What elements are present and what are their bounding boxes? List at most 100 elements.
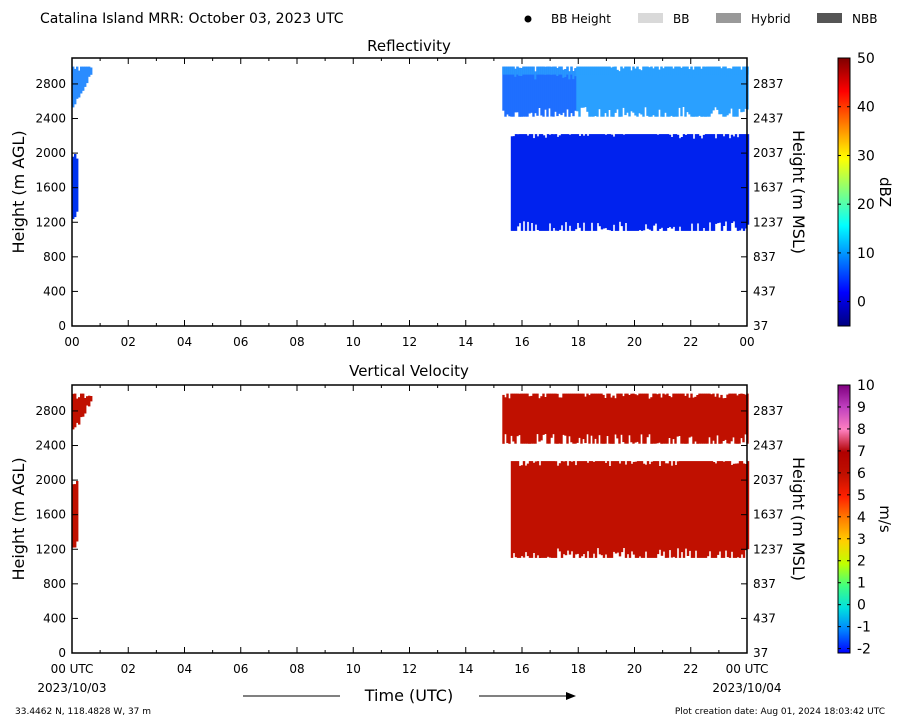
velocity-echo-column: [520, 465, 524, 557]
velocity-echo-column: [690, 393, 693, 437]
reflectivity-colorbar-tick-label: 40: [857, 100, 875, 116]
reflectivity-echo-highlight: [602, 66, 605, 75]
velocity-echo-column: [686, 461, 690, 556]
reflectivity-echo-column: [524, 134, 528, 231]
velocity-echo-column: [616, 393, 619, 439]
reflectivity-echo-column: [582, 66, 585, 108]
reflectivity-echo-column: [608, 66, 611, 110]
velocity-echo-column: [76, 481, 79, 542]
velocity-echo-column: [726, 394, 729, 444]
reflectivity-echo-column: [544, 137, 548, 231]
reflectivity-echo-column: [82, 66, 85, 91]
velocity-echo-column: [624, 464, 628, 558]
velocity-echo-column: [640, 393, 643, 435]
velocity-echo-region: [502, 393, 749, 444]
reflectivity-echo-column: [602, 134, 606, 229]
reflectivity-echo-column: [722, 66, 725, 117]
velocity-echo-column: [692, 397, 695, 444]
velocity-echo-column: [716, 393, 719, 436]
reflectivity-y-axis-right-label: Height (m MSL): [789, 130, 808, 254]
velocity-echo-column: [566, 393, 569, 444]
reflectivity-echo-column: [714, 66, 717, 108]
velocity-echo-column: [88, 395, 91, 407]
velocity-echo-column: [652, 393, 655, 444]
reflectivity-echo-column: [634, 134, 638, 231]
reflectivity-echo-highlight: [628, 66, 631, 75]
velocity-echo-column: [626, 393, 629, 444]
velocity-echo-column: [732, 393, 735, 438]
reflectivity-echo-highlight: [558, 66, 561, 75]
velocity-colorbar-tick-label: 4: [857, 510, 866, 526]
velocity-echo-column: [512, 461, 516, 554]
velocity-echo-column: [86, 396, 89, 406]
reflectivity-echo-column: [584, 66, 587, 108]
velocity-echo-column: [670, 397, 673, 444]
velocity-echo-region: [72, 393, 93, 430]
legend-bb-swatch: [638, 13, 663, 23]
reflectivity-echo-highlight: [574, 68, 577, 77]
reflectivity-echo-highlight: [668, 66, 671, 75]
reflectivity-y-tick-label-right: 437: [753, 284, 776, 298]
velocity-colorbar-tick-label: -2: [857, 642, 871, 658]
velocity-echo-column: [590, 393, 593, 436]
velocity-echo-column: [652, 461, 656, 558]
velocity-y-tick-label-right: 1237: [753, 542, 784, 556]
velocity-y-tick-label: 2800: [35, 404, 66, 418]
reflectivity-y-tick-label-right: 37: [753, 319, 768, 333]
reflectivity-echo-column: [692, 69, 695, 117]
velocity-echo-column: [602, 394, 605, 444]
reflectivity-echo-column: [598, 134, 602, 227]
reflectivity-echo-column: [708, 134, 712, 223]
velocity-echo-column: [628, 395, 631, 436]
velocity-echo-column: [724, 398, 727, 440]
reflectivity-echo-column: [706, 134, 710, 231]
velocity-echo-column: [696, 395, 699, 444]
velocity-echo-column: [594, 393, 597, 439]
velocity-echo-column: [520, 393, 523, 444]
reflectivity-echo-column: [608, 134, 612, 231]
velocity-x-tick-label: 12: [402, 662, 417, 676]
reflectivity-echo-highlight: [642, 66, 645, 75]
reflectivity-echo-column: [510, 66, 513, 117]
reflectivity-echo-highlight: [684, 66, 687, 75]
reflectivity-echo-column: [534, 71, 537, 114]
velocity-echo-column: [568, 461, 572, 555]
reflectivity-echo-column: [642, 66, 645, 117]
legend-hybrid-label: Hybrid: [751, 12, 791, 26]
velocity-echo-column: [572, 461, 576, 558]
reflectivity-echo-highlight: [526, 66, 529, 75]
legend-hybrid-swatch: [716, 13, 741, 23]
velocity-echo-column: [580, 393, 583, 444]
reflectivity-echo-highlight: [670, 66, 673, 75]
velocity-echo-column: [582, 393, 585, 440]
velocity-y-tick-label-right: 2037: [753, 473, 784, 487]
velocity-colorbar: -2 -1 0 1 2 3 4 5 6 7 8 9 10: [837, 378, 875, 658]
reflectivity-echo-highlight: [522, 66, 525, 75]
velocity-echo-column: [562, 393, 565, 435]
reflectivity-echo-column: [686, 66, 689, 113]
velocity-echo-column: [90, 396, 93, 402]
reflectivity-echo-column: [536, 66, 539, 116]
reflectivity-echo-highlight: [532, 66, 535, 75]
reflectivity-echo-highlight: [744, 66, 747, 75]
velocity-y-tick-label-right: 437: [753, 611, 776, 625]
velocity-echo-column: [524, 393, 527, 444]
reflectivity-echo-column: [736, 66, 739, 117]
reflectivity-echo-column: [592, 66, 595, 117]
velocity-echo-column: [552, 461, 556, 558]
reflectivity-echo-column: [590, 66, 593, 117]
reflectivity-colorbar-tick-label: 10: [857, 246, 875, 262]
velocity-echo-column: [644, 393, 647, 444]
velocity-echo-column: [678, 461, 682, 558]
velocity-echo-column: [636, 395, 639, 442]
velocity-echo-column: [606, 393, 609, 436]
reflectivity-echo-highlight: [672, 68, 675, 77]
reflectivity-echo-highlight: [692, 69, 695, 78]
velocity-colorbar-tick-label: 1: [857, 576, 866, 592]
reflectivity-echo-highlight: [742, 66, 745, 75]
velocity-echo-column: [612, 461, 616, 552]
reflectivity-echo-column: [576, 134, 580, 223]
velocity-echo-column: [684, 461, 688, 549]
reflectivity-echo-column: [586, 135, 590, 231]
velocity-echo-column: [736, 395, 739, 444]
